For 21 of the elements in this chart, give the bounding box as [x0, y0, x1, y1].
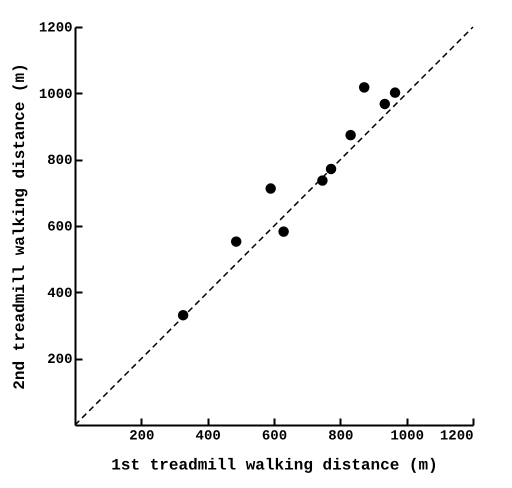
point	[265, 183, 276, 194]
x-tick-label: 1200	[440, 428, 474, 444]
point	[230, 236, 242, 247]
x-tick-label: 200	[129, 428, 154, 444]
y-tick-label: 1000	[38, 86, 72, 103]
y-tick-label: 600	[47, 220, 72, 236]
point	[390, 87, 400, 98]
x-axis-title: 1st treadmill walking distance (m)	[111, 456, 438, 474]
point	[358, 82, 370, 93]
y-axis-title: 2nd treadmill walking distance (m)	[10, 63, 29, 390]
y-tick-label: 400	[47, 286, 72, 302]
point	[345, 130, 356, 140]
point	[380, 98, 390, 110]
x-tick-label: 600	[262, 428, 288, 444]
y-tick-label: 1200	[38, 20, 72, 36]
y-tick-label: 800	[47, 153, 72, 170]
x-tick-label: 400	[196, 428, 221, 444]
point	[278, 226, 289, 237]
x-tick-label: 1000	[390, 428, 424, 444]
y-tick-label: 200	[47, 352, 72, 368]
x-tick-label: 800	[328, 428, 354, 444]
